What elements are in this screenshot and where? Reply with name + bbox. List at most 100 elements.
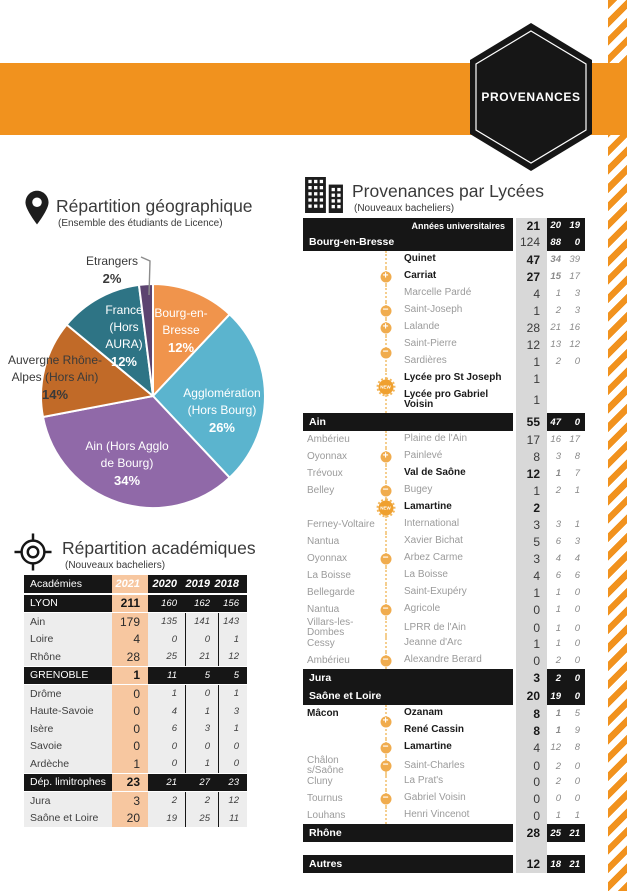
lycee-name-cell: Val de Saône: [404, 467, 466, 479]
lycee-city-cell: [303, 739, 377, 756]
gray-column: [516, 842, 547, 855]
icon-cell: +: [377, 319, 394, 336]
table-row: Rhône 28 25 21 12: [24, 648, 247, 666]
table-row: Dép. limitrophes 23 21 27 23: [24, 772, 247, 792]
value-20: 6: [555, 536, 561, 547]
lycee-city-cell: [303, 302, 377, 319]
pie-slice: [137, 282, 154, 397]
icon-cell: [377, 533, 394, 550]
academy-label: Loire: [24, 630, 112, 648]
value-19: 0: [566, 233, 585, 251]
lycee-city-cell: La Boisse: [307, 569, 351, 581]
pie-slice: [65, 283, 154, 397]
value-19: 0: [574, 356, 580, 367]
table-row: Ardèche 1 0 1 0: [24, 755, 247, 773]
value-20: 1: [555, 622, 561, 634]
value-20: [547, 499, 566, 516]
value-2018: 11: [218, 809, 247, 827]
section-label: Saône et Loire: [303, 687, 513, 705]
value-2018: 143: [218, 613, 247, 631]
table-row: Marcelle Pardé 4 1 3: [303, 285, 585, 302]
value-21: 4: [516, 567, 547, 584]
value-2019: 0: [185, 737, 218, 755]
value-20: 2: [555, 776, 561, 787]
value-2020: 160: [148, 594, 185, 612]
value-2021: 1: [112, 755, 148, 773]
value-20: 1: [555, 810, 561, 821]
value-21: 0: [516, 790, 547, 807]
table-row: Haute-Savoie 0 4 1 3: [24, 702, 247, 720]
section-label: Ain: [303, 413, 513, 431]
table-row: Louhans Henri Vincenot 0 1 1: [303, 807, 585, 824]
value-21: 0: [516, 773, 547, 790]
value-20: 15: [550, 271, 561, 282]
table-row: Ain 179 135 141 143: [24, 613, 247, 631]
value-20: 4: [555, 553, 561, 564]
table-row: Ferney-Voltaire International 3 3 1: [303, 516, 585, 533]
table-row: René Cassin 8 1 9: [303, 722, 585, 739]
value-20: 2: [555, 760, 561, 772]
lycee-city-cell: Villars-les-Dombes: [307, 617, 354, 638]
icon-cell: [377, 722, 394, 739]
lycee-name-cell: Lamartine: [404, 741, 452, 753]
value-19: 0: [566, 413, 585, 431]
lycee-city-cell: [303, 353, 377, 370]
section-row: Jura 3 2 0: [303, 669, 585, 687]
value-19: 1: [574, 485, 580, 496]
value-2018: 1: [218, 720, 247, 738]
table-row: − Lamartine 4 12 8: [303, 739, 585, 756]
value-2019: 25: [185, 809, 218, 827]
table-row: Saône et Loire 20 19 25 11: [24, 809, 247, 827]
icon-cell: [377, 807, 394, 824]
pie-slice: [40, 323, 154, 418]
lycee-name-cell: Lalande: [404, 321, 440, 333]
value-20: 2: [555, 305, 561, 316]
lycee-city-cell: [303, 336, 377, 353]
lycee-city-cell: [303, 370, 377, 387]
section-label: Jura: [303, 669, 513, 687]
value-21: 3: [516, 669, 547, 687]
value-21: 3: [516, 550, 547, 567]
hexagon-icon: [470, 23, 592, 171]
table-row: + Carriat 27 15 17: [303, 268, 585, 285]
table-row: Cessy Jeanne d'Arc 1 1 0: [303, 635, 585, 652]
value-2021: 0: [112, 685, 148, 703]
lycee-city-cell: [303, 285, 377, 302]
value-2020: 6: [148, 720, 185, 738]
academy-label: LYON: [24, 594, 112, 612]
value-19: 4: [574, 553, 580, 564]
value-20: 1: [555, 288, 561, 299]
lycee-city-cell: Cessy: [307, 637, 335, 649]
spacer: [377, 842, 394, 855]
table-row: Mâcon + Ozanam 8 1 5: [303, 705, 585, 728]
plus-icon: +: [380, 322, 391, 333]
spacer: [566, 842, 585, 855]
value-19: 0: [574, 604, 580, 615]
value-20: 1: [555, 604, 561, 615]
value-19: 0: [574, 655, 580, 666]
value-19: 0: [574, 638, 580, 649]
table-row: Drôme 0 1 0 1: [24, 685, 247, 703]
value-21: 1: [516, 584, 547, 601]
value-19: 0: [574, 587, 580, 598]
minus-icon: −: [380, 305, 391, 316]
icon-cell: [377, 567, 394, 584]
lycee-name-cell: Saint-Joseph: [404, 304, 463, 316]
value-20: 1: [555, 708, 561, 719]
minus-icon: −: [380, 760, 391, 772]
buildings-icon: [303, 177, 345, 213]
table-row: Jura 3 2 2 12: [24, 792, 247, 810]
value-21: 28: [516, 319, 547, 336]
pie-slice-label: Etrangers 2%: [85, 254, 139, 286]
value-2021: 1: [112, 666, 148, 684]
value-21: 28: [516, 824, 547, 842]
value-2021: 4: [112, 630, 148, 648]
value-19: 7: [574, 468, 580, 479]
pie-slice-label: Auvergne Rhône- Alpes (Hors Ain) 14%: [7, 353, 103, 402]
table-row: Cluny La Prat's 0 2 0: [303, 773, 585, 790]
lycee-city-cell: Trévoux: [307, 467, 343, 479]
icon-cell: −: [377, 739, 394, 756]
header-year-19: 19: [566, 218, 585, 233]
value-2020: 4: [148, 702, 185, 720]
section-row: Autres 12 18 21: [303, 855, 585, 873]
